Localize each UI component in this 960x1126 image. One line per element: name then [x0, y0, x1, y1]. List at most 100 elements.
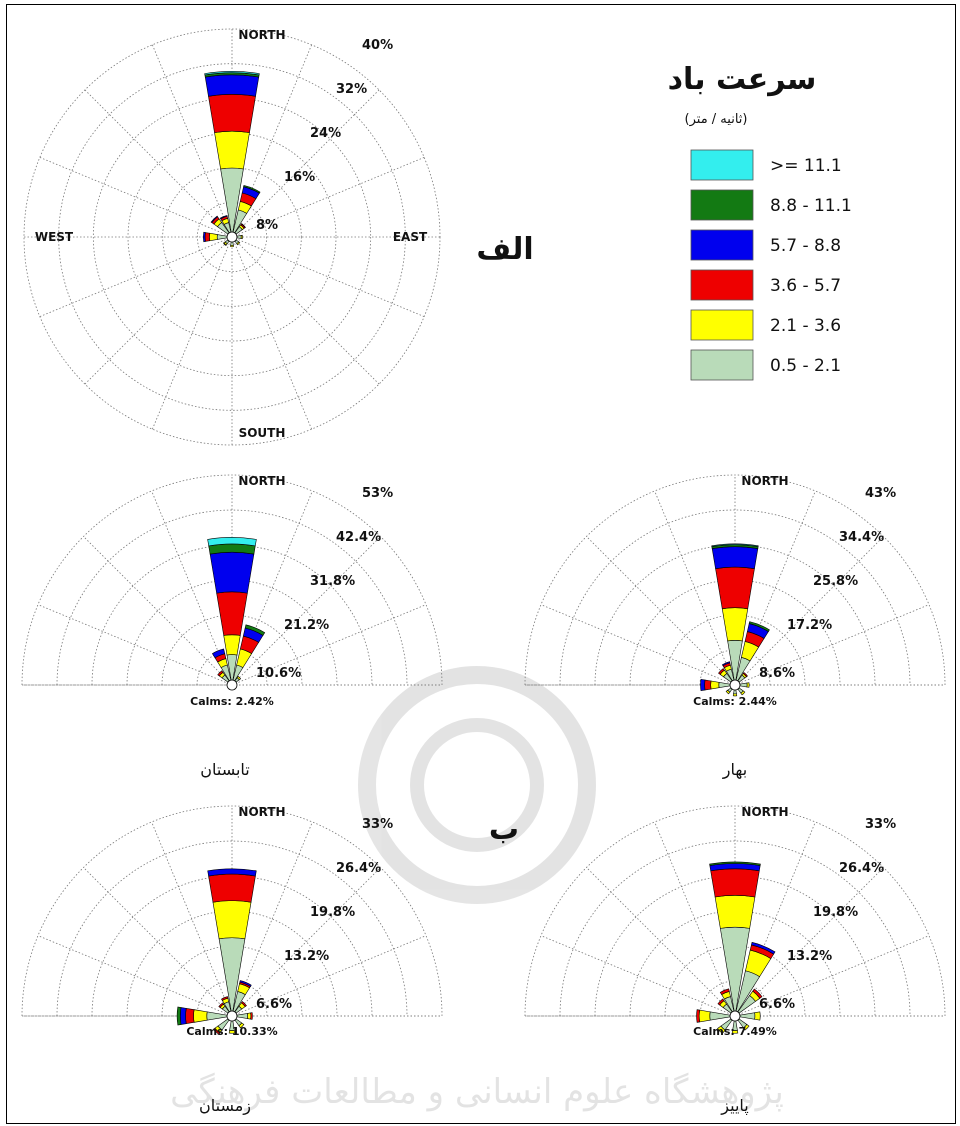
ring-label: 8%	[256, 218, 278, 233]
ring-label: 42.4%	[336, 530, 381, 545]
ring-label: 40%	[362, 38, 393, 53]
petal-segment	[212, 900, 252, 940]
petal-segment	[218, 1002, 224, 1008]
petal-segment	[203, 231, 206, 243]
calms-label: Calms: 7.49%	[693, 1025, 777, 1038]
grid-spoke	[231, 236, 312, 430]
ring-label: 6.6%	[256, 997, 292, 1012]
grid-spoke	[654, 821, 736, 1017]
ring-label: 33%	[362, 817, 393, 832]
petal-segment	[207, 868, 257, 877]
wind-rose-autumn: 6.6% 13.2% 19.8% 26.4% 33% NORTH Calms: 7.49%	[524, 805, 946, 1038]
legend-label: 2.1 - 3.6	[770, 316, 841, 336]
legend-label: 5.7 - 8.8	[770, 236, 841, 256]
grid-ring	[21, 474, 443, 686]
petal-segment	[236, 241, 241, 246]
ring-label: 13.2%	[284, 949, 329, 964]
petal-segment	[721, 661, 731, 667]
ring-label: 19.8%	[813, 905, 858, 920]
petal-segment	[208, 94, 256, 133]
grid-ring	[594, 875, 876, 1017]
petal-segment	[717, 998, 725, 1006]
grid-ring	[594, 544, 876, 686]
legend-swatch	[690, 269, 754, 301]
grid-spoke	[231, 867, 381, 1017]
petal-segment	[211, 648, 226, 659]
grid-ring	[91, 875, 373, 1017]
grid-spoke	[586, 867, 736, 1017]
season-label-autumn: پاییز	[720, 1096, 748, 1116]
petal-segment	[250, 1012, 253, 1020]
ring-label: 26.4%	[839, 861, 884, 876]
petal-segment	[185, 1007, 195, 1025]
grid-spoke	[734, 604, 930, 686]
grid-ring	[127, 132, 337, 342]
legend-unit: (ثانیه / متر)	[685, 112, 748, 127]
ring-label: 31.8%	[310, 574, 355, 589]
legend: سرعت باد (ثانیه / متر) >= 11.1 8.8 - 11.1…	[668, 62, 852, 381]
ring-label: 6.6%	[759, 997, 795, 1012]
petal-segment	[239, 980, 252, 987]
calm-circle	[226, 1010, 238, 1022]
ring-label: 21.2%	[284, 618, 329, 633]
petal-segment	[731, 1030, 739, 1034]
season-label-spring: بهار	[722, 760, 747, 780]
petal-segment	[209, 551, 255, 594]
calm-circle	[729, 1010, 741, 1022]
petal-segment	[752, 988, 763, 999]
ring-label: 34.4%	[839, 530, 884, 545]
grid-spoke	[84, 236, 233, 385]
petal-segment	[709, 861, 761, 866]
petal-segment	[738, 1012, 756, 1020]
grid-spoke	[231, 536, 381, 686]
wind-rose-annual: 8% 16% 24% 32% 40% NORTH EAST SOUTH WEST	[23, 28, 441, 446]
ring-label: 26.4%	[336, 861, 381, 876]
petal-segment	[725, 689, 731, 695]
petal-segment	[221, 996, 229, 1001]
petal-segment	[204, 71, 260, 76]
legend-label: >= 11.1	[770, 156, 842, 176]
ring-label: 43%	[865, 486, 896, 501]
grid-ring	[56, 509, 408, 686]
grid-spoke	[231, 236, 425, 317]
direction-label-north: NORTH	[741, 805, 788, 819]
petal-segment	[742, 672, 748, 678]
figure-frame: پژوهشگاه علوم انسانی و مطالعات فرهنگی 8%…	[6, 4, 956, 1124]
grid-spoke	[540, 935, 736, 1017]
petal-segment	[216, 591, 248, 636]
ring-label: 13.2%	[787, 949, 832, 964]
petal-segment	[240, 1001, 247, 1008]
legend-swatch	[690, 229, 754, 261]
petal-segment	[223, 242, 227, 246]
ring-label: 24%	[310, 126, 341, 141]
calms-label: Calms: 10.33%	[186, 1025, 277, 1038]
ring-label: 16%	[284, 170, 315, 185]
calm-circle	[226, 679, 238, 691]
grid-spoke	[734, 867, 884, 1017]
grid-spoke	[83, 536, 233, 686]
wind-rose-winter: 6.6% 13.2% 19.8% 26.4% 33% NORTH Calms: 10.33%	[21, 805, 443, 1038]
ring-label: 33%	[865, 817, 896, 832]
ring-label: 8.6%	[759, 666, 795, 681]
petal-segment	[219, 215, 228, 220]
petal-segment	[214, 130, 250, 170]
petal-segment	[236, 675, 242, 681]
petal-segment	[193, 1009, 208, 1023]
direction-label-north: NORTH	[741, 474, 788, 488]
petal-segment	[207, 537, 257, 547]
grid-spoke	[37, 604, 233, 686]
petal-segment	[235, 1013, 248, 1019]
petal-segment	[228, 1030, 236, 1034]
grid-ring	[196, 201, 268, 273]
calms-label: Calms: 2.42%	[190, 695, 274, 708]
direction-label-north: NORTH	[238, 805, 285, 819]
petal-segment	[244, 624, 266, 636]
grid-ring	[699, 649, 771, 686]
petal-segment	[740, 690, 746, 696]
calm-circle	[729, 679, 741, 691]
legend-swatch	[690, 349, 754, 381]
grid-ring	[91, 544, 373, 686]
wind-rose-summer: 10.6% 21.2% 31.8% 42.4% 53% NORTH Calms: 2.42%	[21, 474, 443, 708]
petal-segment	[243, 185, 261, 194]
grid-ring	[21, 805, 443, 1017]
